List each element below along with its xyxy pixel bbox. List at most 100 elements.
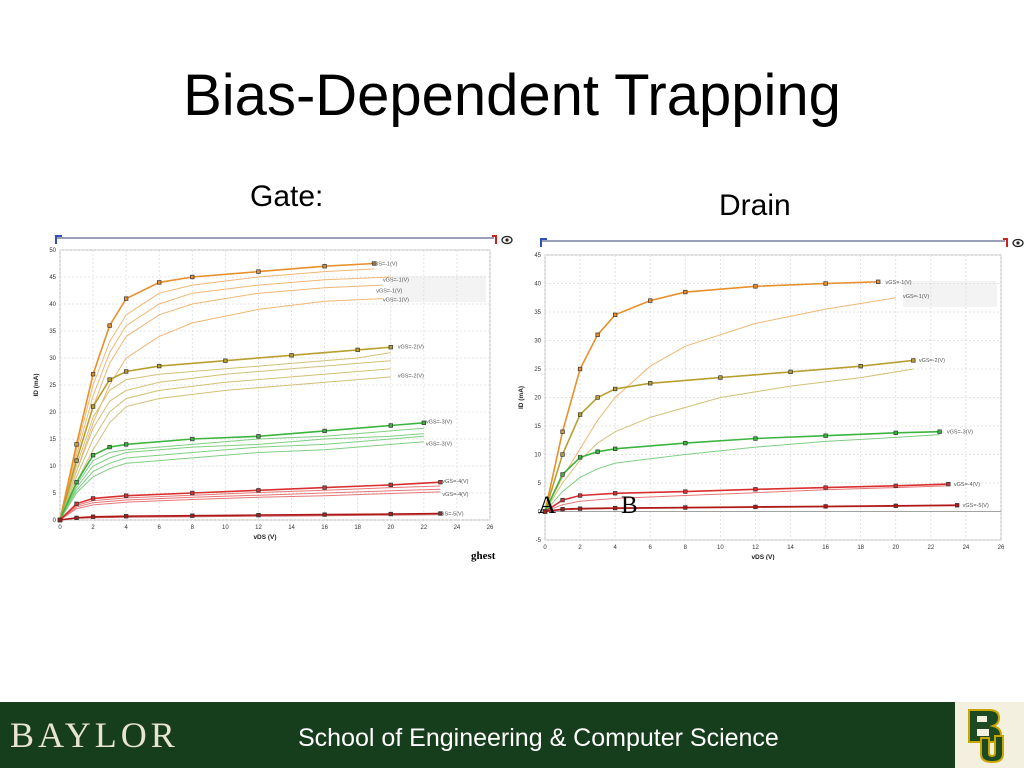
data-point [648, 381, 653, 386]
y-tick-label: 15 [49, 437, 56, 443]
drain-chart-panel: 0 2 4 6 8 10 12 14 16 18 20 22 24 26 -5 0 5 10 15 20 25 30 35 4… [513, 233, 1024, 560]
data-point [74, 480, 79, 485]
series-line-vgs3 [59, 422, 424, 521]
series-line-vgs3 [544, 434, 940, 512]
data-point [613, 312, 618, 318]
data-point [438, 480, 443, 485]
data-point [124, 514, 129, 519]
data-point [937, 429, 942, 434]
left-slider-handle-icon[interactable] [540, 238, 547, 247]
data-point [256, 488, 261, 493]
x-tick-label: 10 [717, 545, 724, 551]
data-point [595, 332, 600, 337]
data-point [388, 345, 393, 350]
series-line-vgs2 [59, 346, 391, 521]
series-line-vgs1 [59, 276, 391, 521]
data-point [421, 420, 426, 425]
data-point [577, 366, 583, 372]
data-point [893, 503, 898, 508]
y-tick-label: 0 [53, 518, 57, 524]
x-tick-label: 12 [255, 525, 262, 531]
data-point [560, 497, 565, 503]
data-point [683, 289, 688, 295]
data-point [124, 442, 129, 447]
x-tick-label: 22 [421, 525, 428, 531]
data-point [74, 442, 79, 447]
drain-chart: 0 2 4 6 8 10 12 14 16 18 20 22 24 26-5051015202530354… [518, 238, 1024, 560]
series-legend-label: vGS=-1(V) [885, 280, 911, 286]
data-point [124, 493, 129, 498]
series-line-vgs1 [59, 298, 383, 521]
x-tick-label: 8 [684, 545, 688, 551]
data-point [107, 377, 112, 382]
baylor-wordmark: BAYLOR [10, 715, 179, 755]
left-slider-handle-icon[interactable] [55, 235, 62, 244]
y-axis-label: ID (mA) [33, 373, 40, 396]
y-tick-label: 15 [534, 424, 541, 430]
data-point [911, 358, 916, 363]
series-legend-label: vGS=-3(V) [426, 441, 452, 447]
series-legend-label: vGS=-3(V) [426, 420, 452, 426]
x-tick-label: 6 [649, 545, 653, 551]
x-tick-label: 18 [857, 545, 864, 551]
series-line-vgs2 [59, 368, 391, 521]
data-point [388, 511, 393, 517]
data-point [322, 485, 327, 490]
data-point [683, 440, 688, 446]
x-tick-label: 26 [487, 525, 494, 531]
y-tick-label: 30 [534, 339, 541, 345]
x-tick-label: 2 [91, 525, 95, 531]
data-point [388, 423, 393, 428]
x-tick-label: 18 [354, 525, 361, 531]
data-point [595, 449, 600, 454]
y-tick-label: 25 [534, 367, 541, 373]
right-slider-handle-icon[interactable] [1003, 238, 1008, 247]
series-legend-label: vGS=-1(V) [903, 294, 929, 300]
data-point [190, 513, 195, 518]
data-point [595, 395, 600, 400]
y-tick-label: 45 [534, 253, 541, 259]
data-point [107, 444, 112, 450]
data-point [190, 274, 195, 280]
eye-pupil-icon [1016, 241, 1020, 245]
data-point [788, 369, 793, 375]
series-legend-label: vGS=-4(V) [442, 479, 468, 485]
data-point [355, 347, 360, 353]
data-point [823, 485, 828, 490]
x-tick-label: 4 [124, 525, 128, 531]
data-point [256, 512, 261, 518]
y-tick-label: 10 [49, 464, 56, 470]
series-line-vgs1 [59, 262, 375, 521]
x-tick-label: 0 [543, 545, 547, 551]
data-point [157, 280, 162, 285]
y-tick-label: 35 [49, 329, 56, 335]
series-legend-label: vGS=-2(V) [398, 345, 424, 351]
data-point [57, 517, 63, 523]
watermark-box [392, 276, 486, 302]
data-point [955, 503, 960, 508]
right-slider-handle-icon[interactable] [492, 235, 497, 244]
data-point [876, 279, 881, 284]
x-axis-label: vDS (V) [253, 534, 276, 541]
bu-logo-icon [968, 709, 1004, 764]
series-line-vgs3 [59, 441, 424, 521]
x-axis-label: vDS (V) [751, 554, 774, 560]
x-tick-label: 4 [613, 545, 617, 551]
x-tick-label: 8 [191, 525, 195, 531]
data-point [560, 452, 565, 457]
gate-chart: 0 2 4 6 8 10 12 14 16 18 20 22 24 2605101520253035404… [33, 235, 513, 541]
data-point [823, 433, 828, 438]
x-tick-label: 20 [387, 525, 394, 531]
series-legend-label: vGS=-5(V) [437, 512, 463, 518]
x-tick-label: 16 [321, 525, 328, 531]
data-point [438, 511, 443, 516]
series-legend-label: vGS=-3(V) [947, 430, 973, 436]
data-point [577, 455, 583, 460]
y-tick-label: 5 [538, 481, 542, 487]
series-line-vgs1 [544, 281, 879, 512]
x-tick-label: 14 [787, 545, 794, 551]
series-legend-label: vGS=-2(V) [398, 373, 424, 379]
x-tick-label: 6 [158, 525, 162, 531]
data-point [322, 512, 327, 517]
data-point [858, 364, 863, 369]
